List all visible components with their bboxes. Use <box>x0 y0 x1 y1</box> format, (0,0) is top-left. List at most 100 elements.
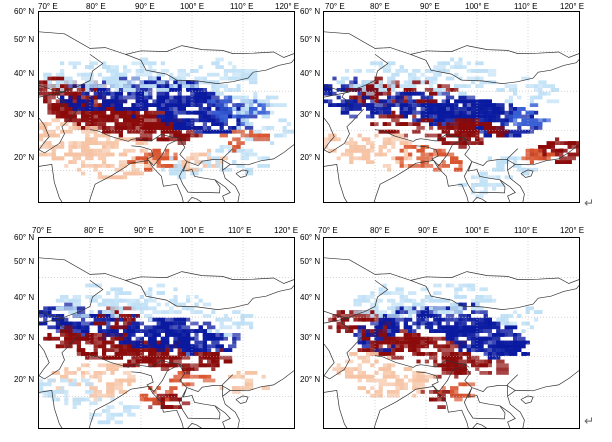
anomaly-cell <box>429 329 438 333</box>
anomaly-cell <box>240 72 254 77</box>
anomaly-cell <box>160 167 165 172</box>
anomaly-cell <box>420 302 425 307</box>
anomaly-cell <box>471 310 480 314</box>
anomaly-cell <box>454 374 459 379</box>
anomaly-cell <box>236 321 245 326</box>
anomaly-cell <box>550 152 555 157</box>
anomaly-cell <box>496 363 509 368</box>
anomaly-cell <box>97 122 107 126</box>
anomaly-cell <box>68 84 77 88</box>
anomaly-cell <box>433 110 438 115</box>
anomaly-cell <box>450 133 455 138</box>
anomaly-cell <box>508 99 513 104</box>
anomaly-cell <box>261 386 270 390</box>
anomaly-cell <box>123 340 128 345</box>
anomaly-cell <box>357 386 366 390</box>
anomaly-cell <box>504 99 509 104</box>
anomaly-cell <box>382 107 392 111</box>
anomaly-cell <box>403 321 408 326</box>
anomaly-cell <box>177 103 182 107</box>
anomaly-cell <box>370 95 375 100</box>
anomaly-cell <box>274 103 287 107</box>
anomaly-cell <box>286 122 291 126</box>
coastlines <box>39 31 294 202</box>
anomaly-cell <box>127 374 136 379</box>
anomaly-cell <box>139 160 144 164</box>
anomaly-cell <box>378 80 383 85</box>
anomaly-cell <box>504 110 513 115</box>
anomaly-cell <box>123 405 132 409</box>
anomaly-cell <box>181 107 186 111</box>
anomaly-cell <box>43 76 48 81</box>
anomaly-cell <box>85 95 94 100</box>
anomaly-cell <box>123 352 128 356</box>
anomaly-cell <box>47 152 52 157</box>
anomaly-cell <box>378 88 387 92</box>
anomaly-cell <box>93 283 102 288</box>
anomaly-cell <box>345 148 358 153</box>
anomaly-cell <box>403 122 408 126</box>
anomaly-cell <box>118 133 123 138</box>
anomaly-cell <box>110 310 119 314</box>
anomaly-cell <box>492 333 497 337</box>
anomaly-cell <box>139 88 149 92</box>
anomaly-cell <box>97 325 102 330</box>
anomaly-cell <box>186 122 195 126</box>
anomaly-cell <box>336 95 341 100</box>
anomaly-cell <box>123 118 136 123</box>
anomaly-cell <box>441 310 450 314</box>
anomaly-cell <box>496 348 505 352</box>
anomaly-cell <box>471 363 480 368</box>
anomaly-cell <box>429 352 438 356</box>
anomaly-cell <box>521 329 526 333</box>
anomaly-cell <box>106 99 119 104</box>
anomaly-cell <box>160 363 170 368</box>
anomaly-cell <box>152 333 157 337</box>
anomaly-cell <box>236 103 241 107</box>
anomaly-cell <box>391 310 396 314</box>
anomaly-cell <box>487 371 492 375</box>
anomaly-cell <box>244 321 254 326</box>
anomaly-cell <box>412 393 417 398</box>
anomaly-cell <box>236 107 245 111</box>
anomaly-cell <box>148 122 157 126</box>
anomaly-cell <box>190 374 199 379</box>
anomaly-cell <box>202 336 212 341</box>
anomaly-cell <box>72 329 81 333</box>
anomaly-cell <box>181 126 191 130</box>
anomaly-cell <box>85 329 90 333</box>
anomaly-cell <box>366 348 375 352</box>
anomaly-cell <box>64 321 69 326</box>
anomaly-cell <box>72 397 77 402</box>
anomaly-cell <box>123 95 132 100</box>
anomaly-cell <box>219 122 228 126</box>
anomaly-cell <box>127 329 136 333</box>
anomaly-cell <box>47 336 60 341</box>
anomaly-cell <box>47 378 56 383</box>
anomaly-cell <box>211 359 216 364</box>
coastline-path <box>39 370 294 428</box>
anomaly-cell <box>47 145 56 149</box>
anomaly-cell <box>202 302 212 307</box>
anomaly-cell <box>194 103 199 107</box>
anomaly-cell <box>429 133 438 138</box>
anomaly-cell <box>81 374 86 379</box>
map-c-svg <box>39 238 294 428</box>
anomaly-cell <box>433 355 438 360</box>
anomaly-cell <box>72 295 81 299</box>
anomaly-cell <box>81 88 90 92</box>
anomaly-cell <box>51 397 56 402</box>
anomaly-cell <box>475 107 484 111</box>
anomaly-cell <box>215 317 220 322</box>
coastline-path <box>416 139 462 167</box>
anomaly-cell <box>51 110 56 115</box>
anomaly-cell <box>144 325 153 330</box>
anomaly-cell <box>215 65 224 69</box>
anomaly-cell <box>395 393 400 398</box>
anomaly-cell <box>106 412 111 417</box>
anomaly-cell <box>399 329 408 333</box>
anomaly-cell <box>89 340 94 345</box>
anomaly-cell <box>43 145 48 149</box>
anomaly-cell <box>420 114 425 119</box>
lon-label: 90° E <box>135 2 155 11</box>
